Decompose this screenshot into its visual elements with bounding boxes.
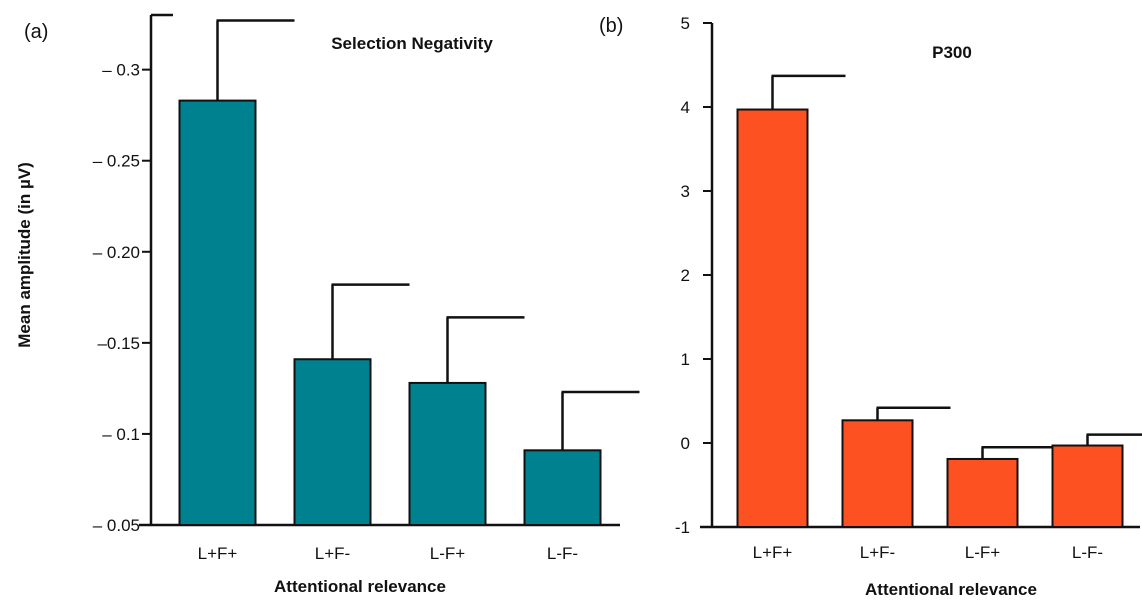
x-axis-label: Attentional relevance: [865, 580, 1037, 599]
y-tick-label: – 0.3: [102, 61, 140, 80]
y-tick-label: -1: [675, 518, 690, 537]
bar-L-F+: [408, 381, 487, 526]
x-tick-label: L+F+: [198, 544, 238, 563]
bar-L+F-: [293, 358, 372, 526]
x-tick-label: L+F-: [315, 544, 350, 563]
x-tick-label: L-F+: [430, 544, 466, 563]
y-tick-label: 4: [681, 98, 690, 117]
y-tick-label: – 0.25: [93, 152, 140, 171]
chart-panel-a: (a) Selection Negativity – 0.3 – 0.25 – 0.20…: [15, 13, 640, 596]
x-tick-label: L-F+: [965, 543, 1001, 562]
y-tick-label: – 0.20: [93, 243, 140, 262]
chart-title: Selection Negativity: [331, 34, 493, 53]
y-tick-label: – 0.05: [93, 516, 140, 535]
y-tick-label: 3: [681, 182, 690, 201]
chart-title: P300: [932, 43, 972, 62]
panel-label: (a): [24, 21, 48, 43]
x-tick-label: L+F+: [753, 543, 793, 562]
chart-panel-b: (b) P300 5 4 3 2 1 0 -1 L+F+ L+F- L-F+ L-F- Attention…: [599, 14, 1142, 599]
x-axis-label: Attentional relevance: [274, 577, 446, 596]
bar-L+F-: [841, 419, 914, 529]
y-tick-label: –0.15: [97, 334, 140, 353]
y-tick-label: 5: [681, 14, 690, 33]
y-tick-label: 0: [681, 434, 690, 453]
y-axis-label: Mean amplitude (in µV): [15, 162, 34, 347]
bar-L+F+: [178, 99, 257, 526]
x-tick-label: L-F-: [1072, 543, 1103, 562]
x-tick-label: L+F-: [860, 543, 895, 562]
x-tick-label: L-F-: [547, 544, 578, 563]
bar-L-F-: [523, 449, 602, 527]
panel-label: (b): [599, 15, 623, 37]
y-tick-label: 1: [681, 350, 690, 369]
bar-L-F-: [1051, 444, 1124, 528]
y-tick-label: – 0.1: [102, 425, 140, 444]
bar-L+F+: [736, 108, 809, 529]
y-tick-label: 2: [681, 266, 690, 285]
bar-L-F+: [946, 457, 1019, 528]
